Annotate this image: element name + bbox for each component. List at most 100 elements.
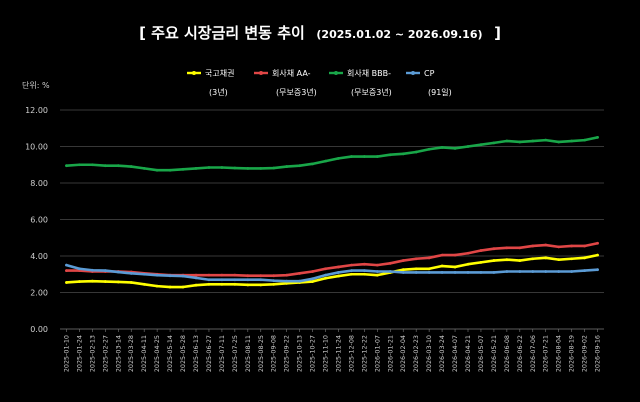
data-point — [324, 267, 327, 271]
data-point — [375, 270, 379, 273]
x-tick-label: 2025-03-14 — [114, 335, 122, 372]
data-point — [116, 270, 120, 274]
series-line — [65, 253, 599, 289]
x-axis: 2025-01-10 2025-01-24 2025-02-13 2025-02-27… — [62, 329, 602, 372]
data-point — [401, 259, 405, 262]
data-point — [557, 140, 561, 144]
data-point — [570, 139, 574, 143]
data-point — [505, 258, 509, 262]
x-tick-label: 2026-04-07 — [451, 335, 459, 372]
data-point — [350, 272, 353, 276]
x-tick-label: 2026-03-10 — [425, 335, 433, 372]
data-point — [285, 273, 289, 277]
data-point — [298, 279, 302, 283]
data-point — [479, 143, 483, 147]
legend-marker — [411, 71, 415, 75]
x-tick-label: 2025-11-24 — [334, 335, 342, 372]
x-tick-label: 2025-04-11 — [140, 335, 148, 372]
gridlines — [60, 109, 604, 330]
data-point — [272, 166, 276, 170]
data-point — [427, 256, 431, 260]
series-lines — [65, 135, 599, 289]
x-tick-label: 2026-01-07 — [373, 335, 381, 372]
data-point — [233, 282, 237, 286]
data-point — [337, 274, 340, 278]
data-point — [246, 278, 250, 282]
data-point — [259, 167, 263, 170]
data-point — [362, 269, 366, 272]
x-tick-label: 2025-02-27 — [101, 335, 109, 372]
data-point — [155, 273, 159, 277]
data-point — [220, 166, 224, 169]
data-point — [337, 271, 340, 274]
legend: 국고채권 (3년) 회사채 AA- (무보증3년) 회사채 BBB- (무보증3년) CP (… — [187, 68, 452, 97]
data-point — [233, 278, 237, 282]
data-point — [401, 268, 405, 272]
data-point — [388, 261, 392, 265]
data-point — [259, 278, 263, 282]
data-point — [362, 262, 366, 266]
chart-title-close: ] — [494, 24, 501, 42]
x-tick-label: 2025-02-13 — [88, 335, 96, 372]
x-tick-label: 2025-10-13 — [296, 335, 304, 372]
data-point — [544, 270, 548, 273]
x-tick-label: 2026-06-22 — [516, 335, 524, 372]
y-tick-label: 2.00 — [30, 289, 48, 298]
data-point — [142, 272, 146, 276]
unit-label: 단위: % — [22, 80, 50, 90]
data-point — [207, 278, 211, 282]
data-point — [129, 271, 133, 275]
data-point — [350, 269, 353, 272]
data-point — [557, 270, 561, 273]
data-point — [544, 256, 548, 260]
data-point — [116, 164, 120, 168]
data-point — [531, 244, 535, 248]
x-tick-label: 2025-01-10 — [62, 335, 70, 372]
data-point — [453, 265, 457, 269]
x-tick-label: 2026-04-21 — [464, 335, 472, 372]
data-point — [492, 271, 496, 274]
data-point — [324, 276, 327, 280]
x-tick-label: 2025-05-28 — [179, 335, 187, 372]
legend-label: 회사채 AA- — [272, 68, 311, 78]
data-point — [427, 267, 431, 271]
data-point — [103, 164, 107, 168]
y-tick-label: 10.00 — [25, 143, 48, 152]
data-point — [78, 267, 81, 271]
x-tick-label: 2025-07-25 — [231, 335, 239, 372]
x-tick-label: 2025-08-11 — [244, 335, 252, 372]
data-point — [246, 274, 250, 278]
data-point — [505, 139, 509, 143]
data-point — [168, 285, 172, 289]
x-tick-label: 2025-11-10 — [322, 335, 330, 372]
y-tick-label: 0.00 — [30, 325, 48, 334]
data-point — [570, 244, 574, 248]
data-point — [531, 139, 535, 143]
data-point — [168, 274, 172, 278]
data-point — [544, 243, 548, 247]
data-point — [440, 271, 444, 274]
data-point — [194, 273, 198, 277]
x-tick-label: 2025-01-24 — [75, 335, 83, 372]
data-point — [531, 257, 535, 261]
data-point — [375, 263, 379, 267]
data-point — [142, 282, 146, 286]
data-point — [479, 249, 483, 252]
data-point — [220, 278, 224, 282]
data-point — [65, 269, 68, 272]
data-point — [129, 281, 133, 284]
data-point — [362, 272, 366, 276]
data-point — [453, 271, 457, 274]
data-point — [583, 269, 586, 272]
data-point — [544, 138, 548, 142]
x-tick-label: 2026-03-24 — [438, 335, 446, 372]
data-point — [440, 264, 444, 268]
data-point — [557, 258, 561, 262]
data-point — [90, 163, 94, 167]
data-point — [531, 270, 535, 273]
data-point — [362, 155, 366, 158]
x-tick-label: 2025-12-22 — [360, 335, 368, 372]
x-tick-label: 2026-08-19 — [568, 335, 576, 372]
data-point — [492, 141, 496, 145]
